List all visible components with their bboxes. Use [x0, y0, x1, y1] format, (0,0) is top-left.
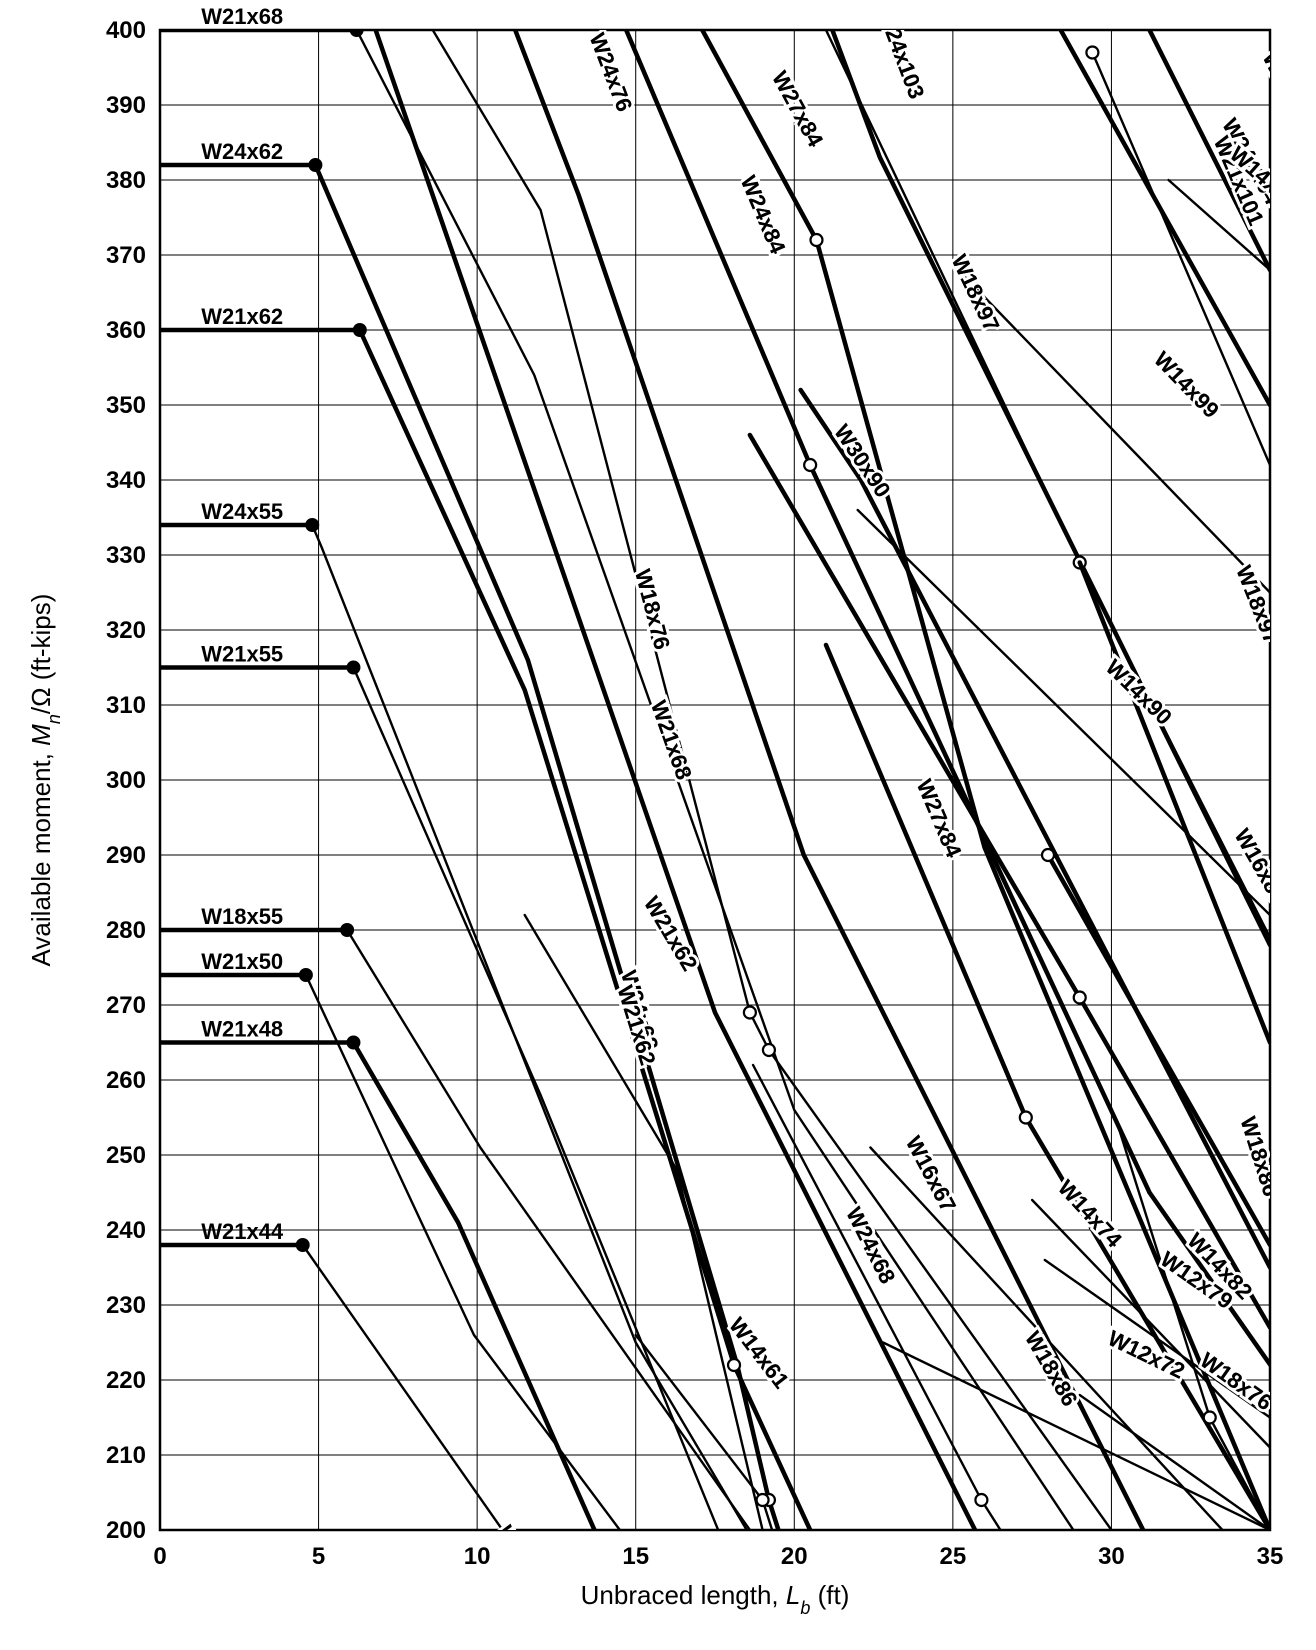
y-tick-label: 220: [106, 1367, 146, 1394]
plateau-marker: [341, 924, 353, 936]
y-tick-label: 230: [106, 1292, 146, 1319]
plateau-marker: [347, 662, 359, 674]
series-marker: [804, 459, 816, 471]
series-marker: [975, 1494, 987, 1506]
y-tick-label: 360: [106, 317, 146, 344]
y-tick-label: 250: [106, 1142, 146, 1169]
plateau-marker: [297, 1239, 309, 1251]
series-marker: [810, 234, 822, 246]
y-tick-label: 270: [106, 992, 146, 1019]
series-marker: [1086, 47, 1098, 59]
series-marker: [728, 1359, 740, 1371]
plateau-label: W21x68: [201, 4, 283, 29]
y-tick-label: 370: [106, 242, 146, 269]
plateau-label: W21x48: [201, 1017, 283, 1042]
x-tick-label: 0: [153, 1543, 166, 1570]
x-tick-label: 10: [464, 1543, 491, 1570]
y-tick-label: 380: [106, 167, 146, 194]
plateau-label: W24x62: [201, 139, 283, 164]
plateau-marker: [300, 969, 312, 981]
x-tick-label: 15: [622, 1543, 649, 1570]
plateau-label: W21x44: [201, 1219, 284, 1244]
series-marker: [744, 1007, 756, 1019]
y-tick-label: 260: [106, 1067, 146, 1094]
series-marker: [763, 1044, 775, 1056]
plateau-marker: [347, 1037, 359, 1049]
y-tick-label: 310: [106, 692, 146, 719]
x-tick-label: 35: [1257, 1543, 1284, 1570]
x-tick-label: 25: [940, 1543, 967, 1570]
y-tick-label: 340: [106, 467, 146, 494]
series-marker: [1042, 849, 1054, 861]
y-tick-label: 240: [106, 1217, 146, 1244]
beam-moment-chart: 0 5 10 15 20 25 30 35 200 210 220 230 240 250 260 270 28…: [0, 0, 1316, 1650]
plateau-label: W21x50: [201, 949, 283, 974]
series-marker: [1020, 1112, 1032, 1124]
plateau-label: W24x55: [201, 499, 283, 524]
plateau-label: W21x55: [201, 642, 283, 667]
y-tick-label: 350: [106, 392, 146, 419]
y-tick-label: 330: [106, 542, 146, 569]
x-tick-label: 5: [312, 1543, 325, 1570]
plateau-marker: [309, 159, 321, 171]
y-tick-label: 390: [106, 92, 146, 119]
series-marker: [757, 1494, 769, 1506]
y-tick-label: 320: [106, 617, 146, 644]
y-tick-label: 300: [106, 767, 146, 794]
x-tick-label: 30: [1098, 1543, 1125, 1570]
y-tick-label: 210: [106, 1442, 146, 1469]
x-tick-label: 20: [781, 1543, 808, 1570]
plateau-label: W21x62: [201, 304, 283, 329]
y-tick-label: 400: [106, 17, 146, 44]
series-marker: [1204, 1412, 1216, 1424]
plateau-marker: [354, 324, 366, 336]
plateau-marker: [306, 519, 318, 531]
plateau-label: W18x55: [201, 904, 283, 929]
series-marker: [1074, 992, 1086, 1004]
y-tick-label: 290: [106, 842, 146, 869]
y-tick-label: 200: [106, 1517, 146, 1544]
y-tick-label: 280: [106, 917, 146, 944]
